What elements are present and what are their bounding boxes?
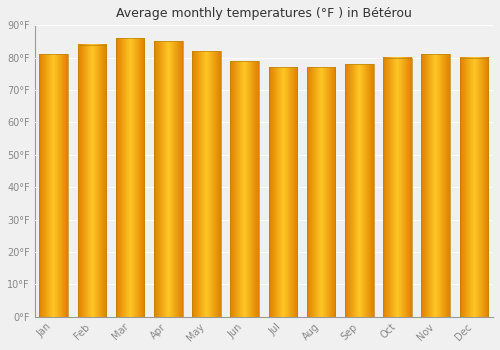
Bar	[460, 58, 488, 317]
Bar	[230, 61, 259, 317]
Bar	[192, 51, 221, 317]
Title: Average monthly temperatures (°F ) in Bétérou: Average monthly temperatures (°F ) in Bé…	[116, 7, 412, 20]
Bar	[422, 55, 450, 317]
Bar	[345, 64, 374, 317]
Bar	[307, 68, 336, 317]
Bar	[268, 68, 297, 317]
Bar	[40, 55, 68, 317]
Bar	[154, 41, 182, 317]
Bar	[78, 45, 106, 317]
Bar	[383, 58, 412, 317]
Bar	[116, 38, 144, 317]
